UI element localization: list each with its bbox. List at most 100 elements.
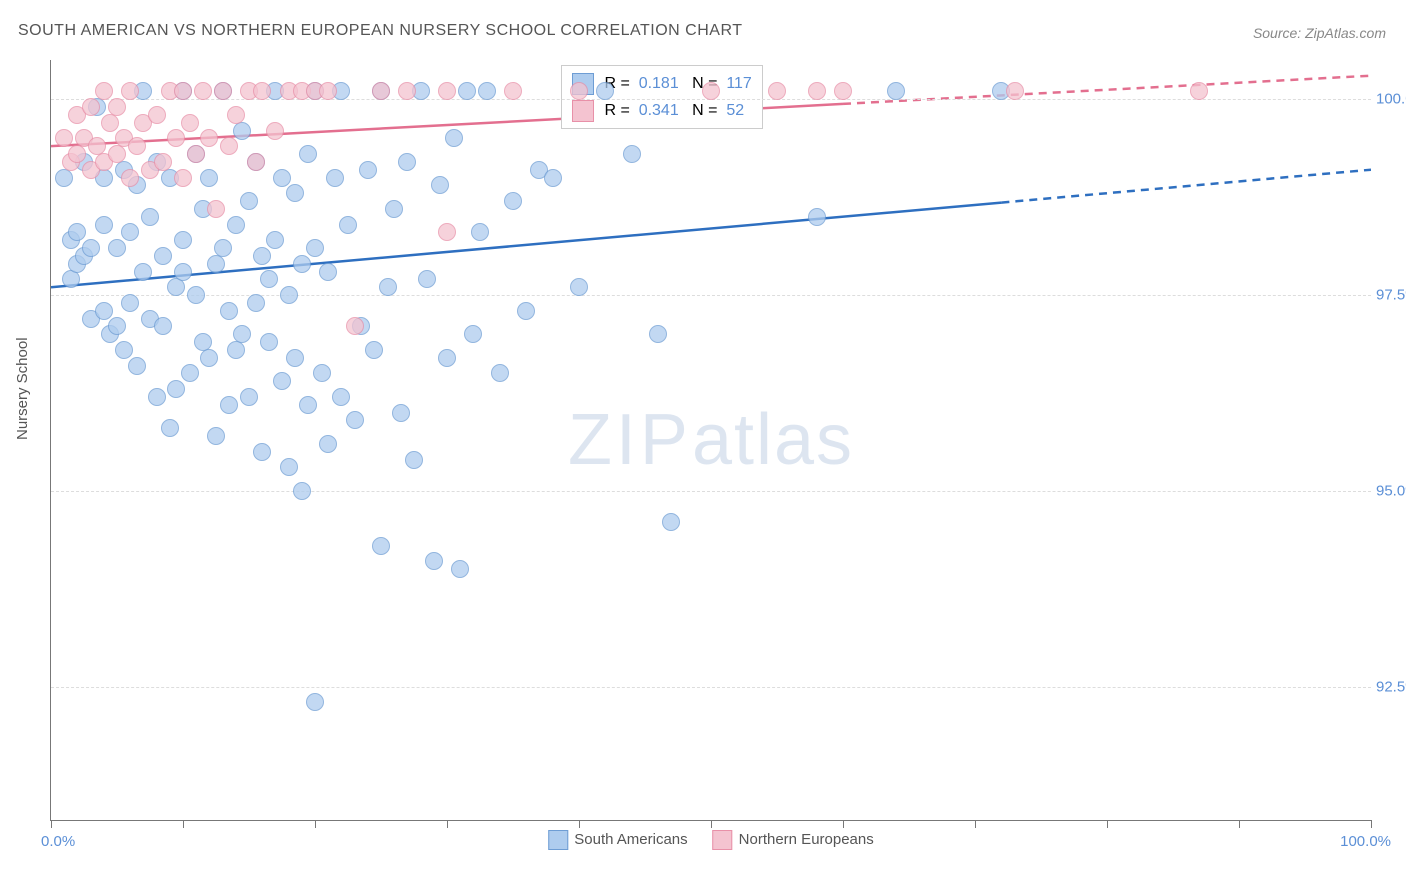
data-point — [471, 223, 489, 241]
data-point — [385, 200, 403, 218]
data-point — [253, 82, 271, 100]
x-tick — [579, 820, 580, 828]
data-point — [207, 255, 225, 273]
data-point — [95, 302, 113, 320]
data-point — [280, 458, 298, 476]
data-point — [273, 169, 291, 187]
data-point — [293, 255, 311, 273]
data-point — [286, 349, 304, 367]
data-point — [359, 161, 377, 179]
data-point — [108, 239, 126, 257]
data-point — [392, 404, 410, 422]
data-point — [504, 82, 522, 100]
data-point — [398, 82, 416, 100]
data-point — [299, 145, 317, 163]
data-point — [808, 82, 826, 100]
data-point — [247, 294, 265, 312]
data-point — [491, 364, 509, 382]
data-point — [108, 145, 126, 163]
data-point — [887, 82, 905, 100]
data-point — [260, 333, 278, 351]
data-point — [167, 278, 185, 296]
data-point — [286, 184, 304, 202]
x-tick — [447, 820, 448, 828]
data-point — [346, 411, 364, 429]
data-point — [121, 82, 139, 100]
data-point — [141, 208, 159, 226]
legend-item: Northern Europeans — [713, 830, 874, 850]
data-point — [214, 239, 232, 257]
data-point — [273, 372, 291, 390]
x-tick — [1239, 820, 1240, 828]
data-point — [82, 98, 100, 116]
data-point — [167, 129, 185, 147]
data-point — [220, 302, 238, 320]
data-point — [504, 192, 522, 210]
data-point — [82, 239, 100, 257]
data-point — [240, 192, 258, 210]
data-point — [200, 169, 218, 187]
data-point — [148, 106, 166, 124]
data-point — [319, 263, 337, 281]
data-point — [121, 169, 139, 187]
data-point — [517, 302, 535, 320]
data-point — [95, 216, 113, 234]
data-point — [405, 451, 423, 469]
data-point — [194, 82, 212, 100]
data-point — [181, 364, 199, 382]
data-point — [1190, 82, 1208, 100]
data-point — [280, 286, 298, 304]
data-point — [372, 537, 390, 555]
data-point — [299, 396, 317, 414]
data-point — [154, 153, 172, 171]
data-point — [200, 129, 218, 147]
data-point — [233, 325, 251, 343]
data-point — [121, 223, 139, 241]
data-point — [95, 82, 113, 100]
data-point — [247, 153, 265, 171]
scatter-plot: ZIPatlas R = 0.181 N = 117 R = 0.341 N =… — [50, 60, 1371, 821]
data-point — [313, 364, 331, 382]
data-point — [207, 427, 225, 445]
data-point — [174, 82, 192, 100]
data-point — [319, 82, 337, 100]
data-point — [451, 560, 469, 578]
y-tick-label: 97.5% — [1376, 287, 1406, 304]
x-tick — [1371, 820, 1372, 828]
data-point — [438, 349, 456, 367]
x-tick — [711, 820, 712, 828]
stats-legend: R = 0.181 N = 117 R = 0.341 N = 52 — [561, 65, 763, 129]
data-point — [319, 435, 337, 453]
x-tick — [843, 820, 844, 828]
data-point — [101, 114, 119, 132]
data-point — [128, 137, 146, 155]
data-point — [332, 388, 350, 406]
data-point — [167, 380, 185, 398]
data-point — [623, 145, 641, 163]
x-tick — [51, 820, 52, 828]
data-point — [227, 216, 245, 234]
data-point — [570, 278, 588, 296]
data-point — [398, 153, 416, 171]
data-point — [227, 341, 245, 359]
y-tick-label: 100.0% — [1376, 91, 1406, 108]
data-point — [266, 231, 284, 249]
data-point — [379, 278, 397, 296]
data-point — [326, 169, 344, 187]
data-point — [438, 82, 456, 100]
data-point — [55, 129, 73, 147]
data-point — [253, 247, 271, 265]
data-point — [108, 98, 126, 116]
data-point — [148, 388, 166, 406]
source-label: Source: ZipAtlas.com — [1253, 25, 1386, 41]
data-point — [68, 145, 86, 163]
y-tick-label: 95.0% — [1376, 482, 1406, 499]
gridline — [51, 491, 1371, 492]
data-point — [220, 137, 238, 155]
data-point — [115, 341, 133, 359]
gridline — [51, 687, 1371, 688]
chart-title: SOUTH AMERICAN VS NORTHERN EUROPEAN NURS… — [18, 22, 742, 40]
data-point — [1006, 82, 1024, 100]
data-point — [121, 294, 139, 312]
data-point — [227, 106, 245, 124]
